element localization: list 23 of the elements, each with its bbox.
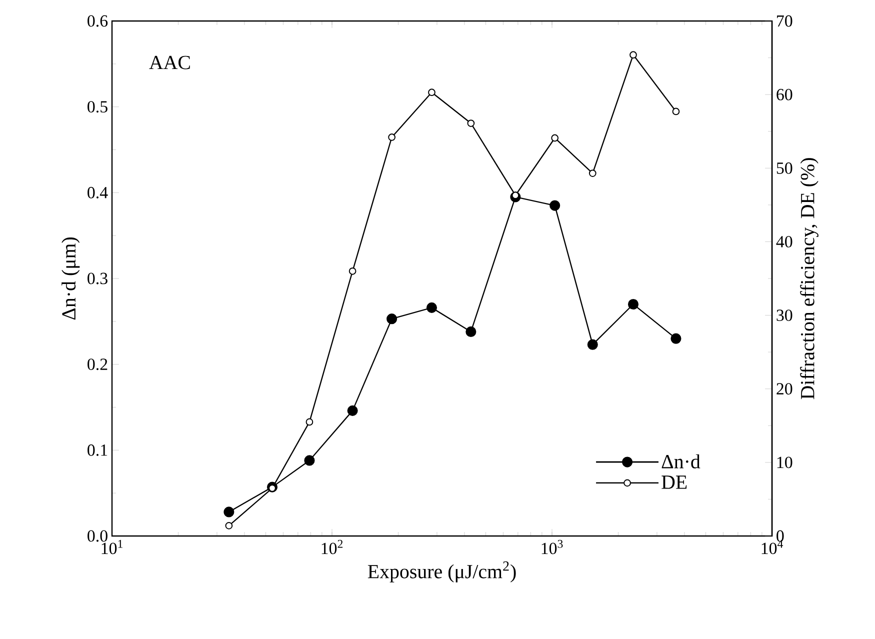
y2-tick-label: 50 xyxy=(776,162,792,174)
y-tick-label: 0.2 xyxy=(88,358,108,370)
x-axis-title: Exposure (μJ/cm$^{2}$) xyxy=(368,561,516,582)
legend-label: DE xyxy=(662,476,687,489)
y-tick-label: 0.5 xyxy=(88,101,108,113)
y2-tick-label: 20 xyxy=(776,383,792,395)
x-tick-label: 10$^{2}$ xyxy=(322,540,343,554)
y2-tick-label: 60 xyxy=(776,88,792,100)
annotation: AAC xyxy=(149,56,190,70)
y2-tick-label: 30 xyxy=(776,310,792,322)
y-tick-label: 0.3 xyxy=(88,272,108,284)
y2-tick-label: 70 xyxy=(777,15,792,27)
y-tick-label: 0.0 xyxy=(88,530,108,542)
y2-tick-label: 0 xyxy=(776,530,784,542)
y-tick-label: 0.6 xyxy=(88,15,108,27)
y2-axis-title: Diffraction efficiency, DE (%) xyxy=(800,158,818,400)
legend-label: Δn·d xyxy=(662,454,700,468)
x-tick-label: 10$^{3}$ xyxy=(542,540,563,554)
y-axis-title: Δn·d (μm) xyxy=(62,237,80,320)
y2-tick-label: 40 xyxy=(776,236,792,248)
y-tick-label: 0.4 xyxy=(88,186,108,198)
y-tick-label: 0.1 xyxy=(88,444,108,456)
y2-tick-label: 10 xyxy=(777,456,792,468)
